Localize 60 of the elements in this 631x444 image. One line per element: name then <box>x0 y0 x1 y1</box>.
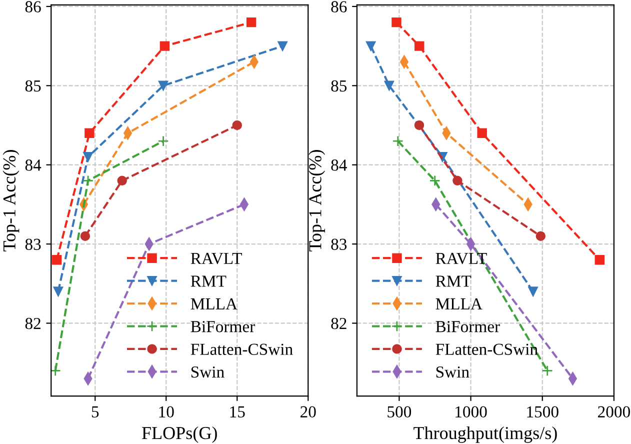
point <box>542 365 553 376</box>
x-tick-label: 15 <box>230 406 245 418</box>
legend-label: RAVLT <box>190 252 242 264</box>
point <box>414 41 424 51</box>
point <box>392 136 404 147</box>
y-tick-label: 86 <box>331 1 347 12</box>
x-tick-label: 500 <box>388 406 412 418</box>
point <box>52 254 62 265</box>
x-axis-title: Throughput(imgs/s) <box>414 426 557 443</box>
y-tick-label: 85 <box>25 80 41 92</box>
y-tick-label: 84 <box>25 160 42 171</box>
legend-label: MLLA <box>436 298 482 310</box>
point <box>366 41 376 51</box>
point <box>429 175 440 186</box>
y-tick-label: 86 <box>25 1 41 12</box>
legend-label: FLatten-CSwin <box>436 344 538 355</box>
y-tick-label: 85 <box>331 80 347 92</box>
legend-label: RMT <box>436 276 472 287</box>
x-tick-label: 10 <box>159 406 174 418</box>
y-tick-label: 82 <box>25 318 40 330</box>
point <box>82 175 94 186</box>
point <box>536 231 546 241</box>
point <box>452 176 462 186</box>
x-tick-label: 2000 <box>598 406 630 418</box>
y-tick-label: 83 <box>25 238 41 250</box>
legend-label: MLLA <box>190 298 238 310</box>
legend-label: FLatten-CSwin <box>190 344 293 355</box>
x-tick-label: 20 <box>300 406 316 418</box>
point <box>53 286 64 296</box>
y-tick-label: 83 <box>331 238 347 250</box>
point <box>594 254 605 265</box>
y-tick-label: 82 <box>331 318 346 330</box>
x-tick-label: 5 <box>92 406 99 418</box>
x-tick-label: 1500 <box>527 406 558 418</box>
legend-label: Swin <box>191 366 224 378</box>
point <box>414 120 424 130</box>
point <box>84 128 94 138</box>
point <box>477 128 487 138</box>
point <box>158 80 168 91</box>
point <box>158 136 169 147</box>
point <box>232 120 242 130</box>
point <box>51 365 61 376</box>
point <box>392 17 402 28</box>
y-axis-title: Top-1 Acc(%) <box>308 150 326 252</box>
y-axis-title: Top-1 Acc(%) <box>2 150 20 252</box>
legend-label: BiFormer <box>190 321 256 332</box>
point <box>160 41 170 51</box>
point <box>80 231 90 241</box>
point <box>384 80 394 91</box>
point <box>117 176 127 186</box>
y-tick-label: 84 <box>331 160 347 171</box>
x-axis-title: FLOPs(G) <box>142 426 217 443</box>
legend-label: BiFormer <box>436 321 500 332</box>
point <box>83 152 93 162</box>
x-tick-label: 1000 <box>456 406 487 418</box>
point <box>278 41 288 51</box>
point <box>528 286 538 296</box>
legend-label: Swin <box>436 366 470 378</box>
legend-label: RMT <box>190 276 226 287</box>
point <box>246 17 256 28</box>
